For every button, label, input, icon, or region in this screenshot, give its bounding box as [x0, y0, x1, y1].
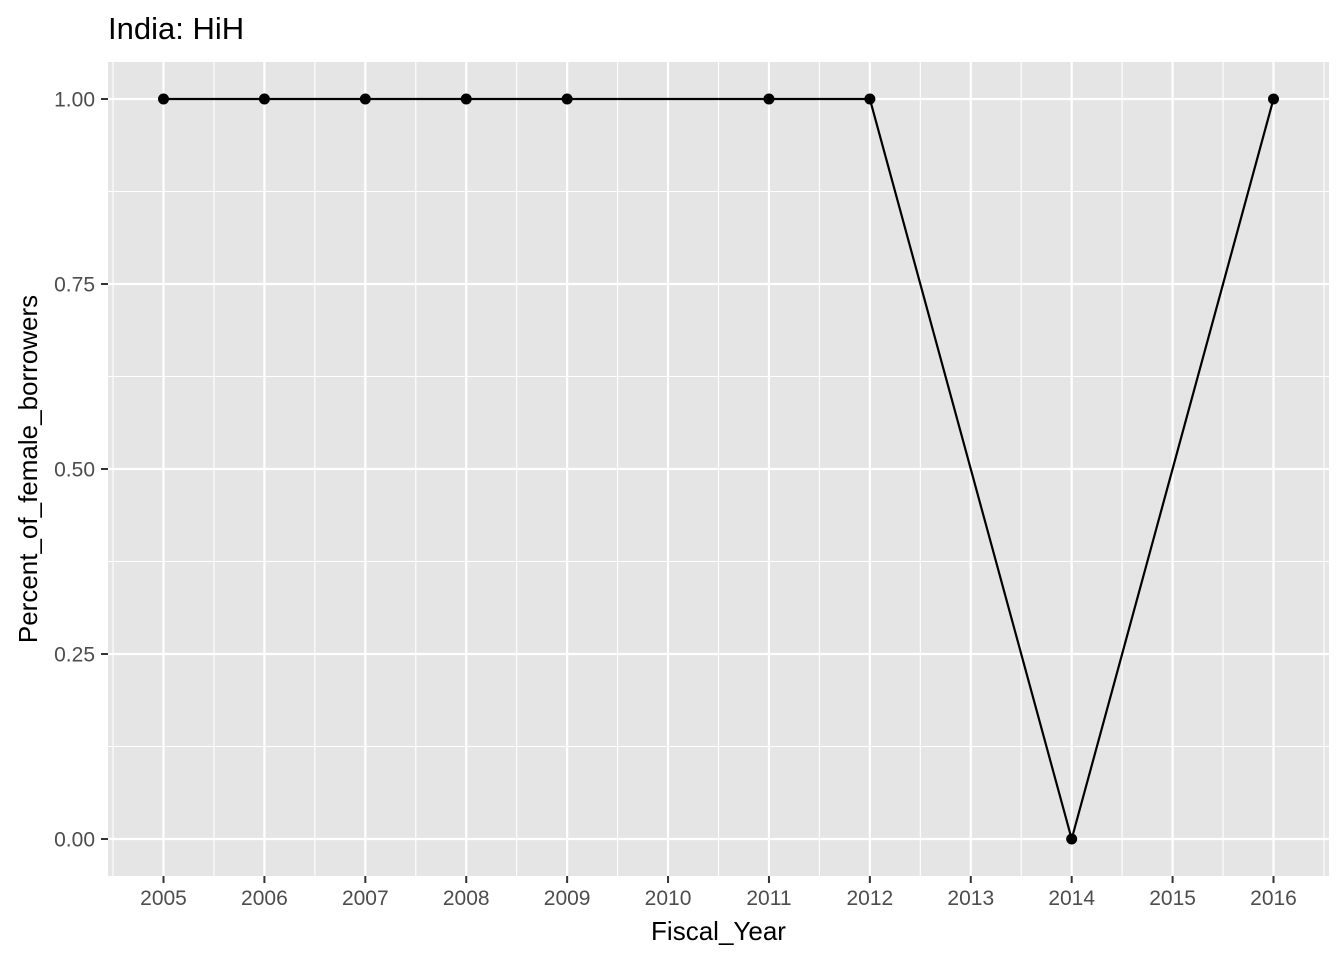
x-tick-label-2011: 2011: [746, 887, 791, 910]
data-point-2011: [763, 93, 775, 105]
x-axis: 2005 2006 2007 2008 2009 2010 2011 2012 2013 2014…: [140, 876, 1297, 910]
data-point-2006: [258, 93, 270, 105]
x-axis-title: Fiscal_Year: [651, 916, 786, 946]
x-tick-label-2006: 2006: [241, 887, 288, 910]
data-point-2009: [561, 93, 573, 105]
data-point-2007: [359, 93, 371, 105]
data-point-2014: [1066, 833, 1078, 845]
x-tick-label-2012: 2012: [847, 887, 894, 910]
data-point-2012: [864, 93, 876, 105]
data-point-2016: [1268, 93, 1279, 105]
x-tick-label-2005: 2005: [140, 887, 187, 910]
y-tick-label: 0.50: [54, 459, 95, 482]
x-tick-label-2015: 2015: [1149, 887, 1196, 910]
y-tick-label: 0.75: [54, 274, 95, 297]
x-tick-label-2014: 2014: [1048, 887, 1095, 910]
y-tick-label: 0.25: [54, 644, 95, 667]
x-tick-label-2009: 2009: [544, 887, 591, 910]
data-point-2005: [158, 93, 169, 105]
chart-title: India: HiH: [108, 11, 244, 46]
x-tick-label-2013: 2013: [947, 887, 994, 910]
y-axis: 0.00 0.25 0.50 0.75 1.00: [54, 89, 108, 852]
x-tick-label-2016: 2016: [1250, 887, 1297, 910]
y-tick-label: 1.00: [54, 89, 95, 112]
x-tick-label-2007: 2007: [342, 887, 389, 910]
x-tick-label-2008: 2008: [443, 887, 490, 910]
y-tick-label: 0.00: [54, 829, 95, 852]
data-points: [158, 93, 1279, 845]
data-point-2008: [460, 93, 472, 105]
x-tick-label-2010: 2010: [645, 887, 692, 910]
y-axis-title: Percent_of_female_borrowers: [13, 295, 43, 643]
